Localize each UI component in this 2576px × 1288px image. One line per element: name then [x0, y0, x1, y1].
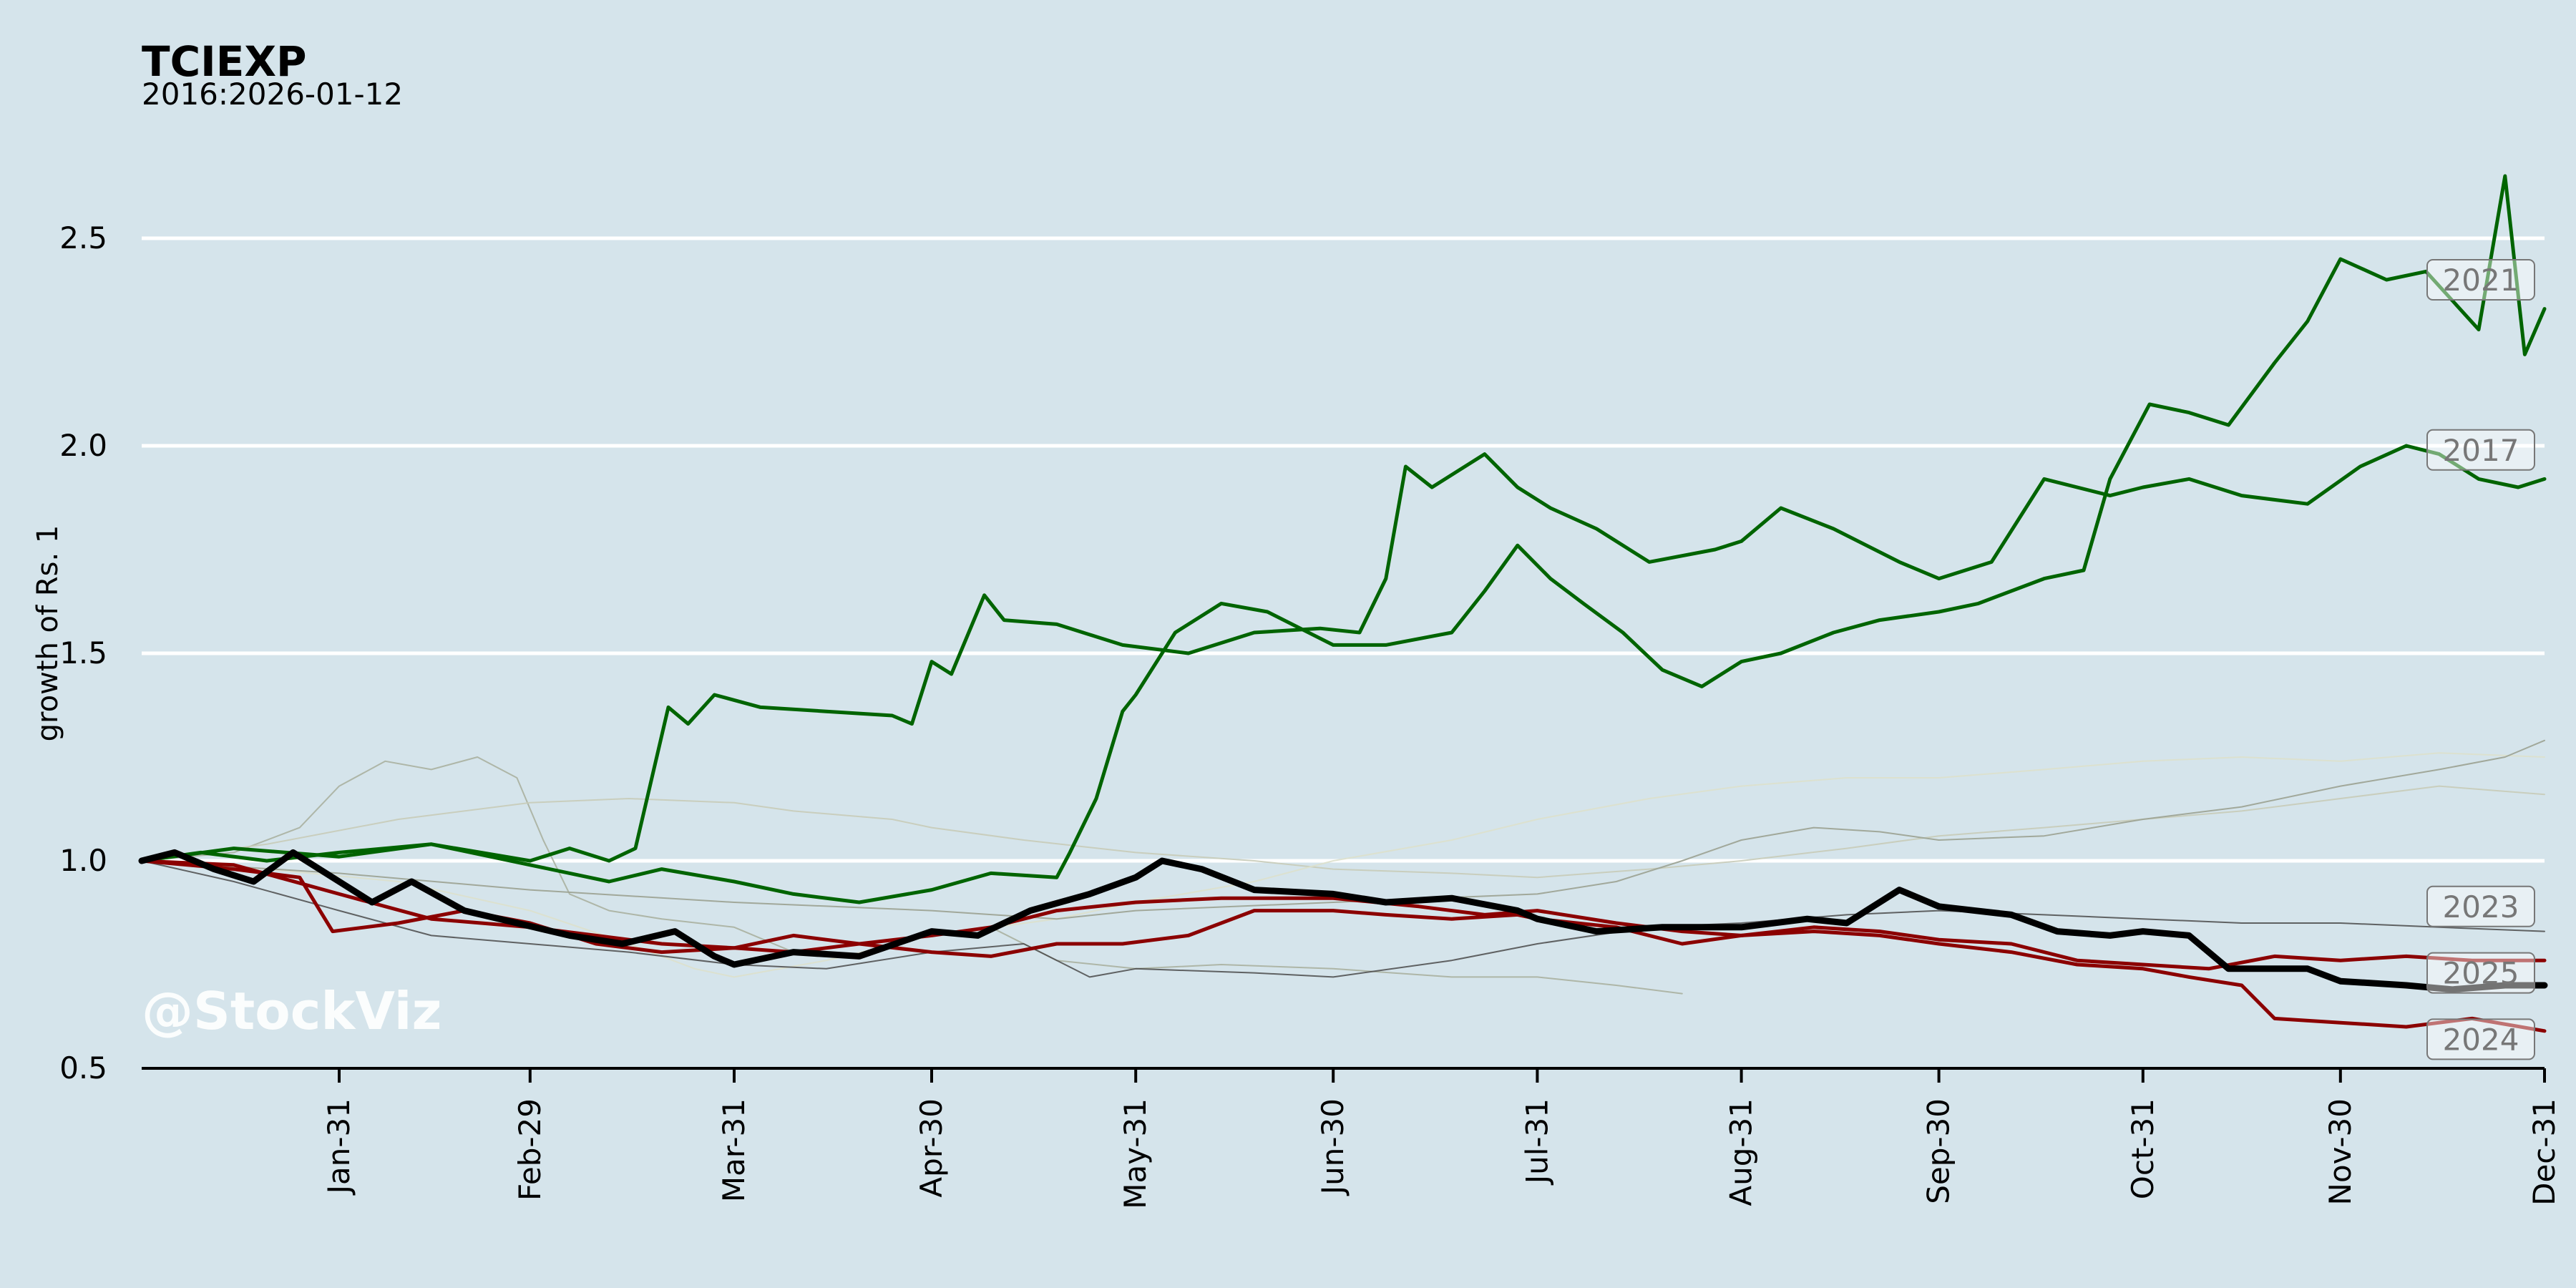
series-line-2018 — [141, 756, 1683, 995]
chart-title: TCIEXP — [142, 37, 307, 86]
x-tick-label-10: Nov-30 — [2323, 1098, 2358, 1205]
end-label-box — [2426, 885, 2535, 927]
y-axis-label: growth of Rs. 1 — [31, 525, 64, 742]
end-label-box — [2426, 429, 2535, 471]
end-label-text: 2025 — [2443, 956, 2519, 991]
x-tick-label-5: Jun-30 — [1315, 1098, 1350, 1196]
series-line-2021 — [140, 174, 2547, 904]
x-tick-label-4: May-31 — [1118, 1098, 1153, 1209]
series-line-2022 — [141, 739, 2545, 920]
y-tick-label-0: 0.5 — [59, 1050, 107, 1085]
x-tick-label-9: Oct-31 — [2125, 1098, 2160, 1199]
end-label-box — [2426, 259, 2535, 301]
series-line-2019 — [141, 785, 2545, 879]
y-gridlines — [142, 236, 2545, 863]
x-tick-label-3: Apr-30 — [914, 1098, 949, 1198]
x-tick-label-6: Jul-31 — [1519, 1098, 1554, 1186]
end-label-text: 2021 — [2443, 263, 2519, 298]
series-end-labels: 2021 2017 2023 2025 2024 — [2426, 259, 2535, 1060]
x-ticks: Jan-31 Feb-29 Mar-31 Apr-30 May-31 Jun-30 Jul-… — [321, 1068, 2562, 1209]
end-label-2017: 2017 — [2426, 429, 2535, 471]
series-line-2025 — [140, 859, 2547, 971]
y-tick-label-4: 2.5 — [59, 220, 107, 255]
end-label-text: 2023 — [2443, 889, 2519, 924]
series-line-2024 — [140, 859, 2547, 1033]
y-tick-label-1: 1.0 — [59, 843, 107, 878]
series-line-2017 — [140, 444, 2547, 863]
end-label-2023: 2023 — [2426, 885, 2535, 927]
y-tick-label-3: 2.0 — [59, 428, 107, 463]
end-label-2025: 2025 — [2426, 952, 2535, 994]
series-line-2020 — [141, 752, 2545, 978]
x-tick-label-2: Mar-31 — [716, 1098, 751, 1202]
series-line-2026 — [138, 849, 2548, 993]
series-lines — [138, 174, 2548, 1033]
end-label-2024: 2024 — [2426, 1018, 2535, 1060]
end-label-box — [2426, 1018, 2535, 1060]
watermark: @StockViz — [142, 981, 441, 1041]
x-tick-label-8: Sep-30 — [1921, 1098, 1956, 1204]
series-line-2023 — [141, 860, 2545, 978]
chart-subtitle: 2016:2026-01-12 — [142, 77, 403, 112]
x-tick-label-7: Aug-31 — [1724, 1098, 1759, 1206]
end-label-text: 2017 — [2443, 433, 2519, 468]
x-tick-label-0: Jan-31 — [321, 1098, 356, 1196]
y-tick-label-2: 1.5 — [59, 635, 107, 670]
y-tick-labels: 0.5 1.0 1.5 2.0 2.5 — [59, 220, 107, 1085]
end-label-box — [2426, 952, 2535, 994]
x-tick-label-1: Feb-29 — [512, 1098, 547, 1201]
end-label-text: 2024 — [2443, 1022, 2519, 1057]
x-tick-label-11: Dec-31 — [2527, 1098, 2562, 1206]
end-label-2021: 2021 — [2426, 259, 2535, 301]
